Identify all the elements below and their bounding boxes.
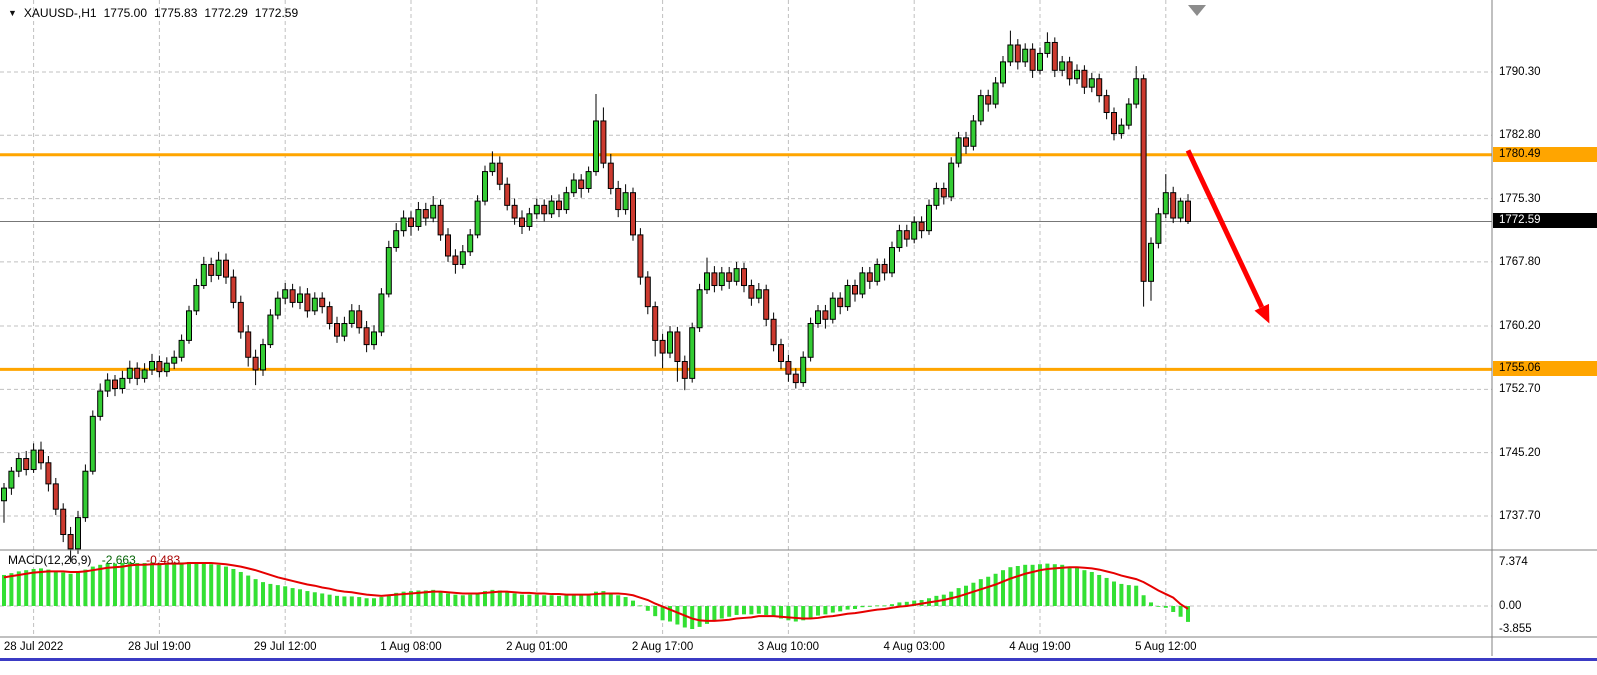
chart-shift-marker[interactable] [1188, 5, 1206, 16]
macd-axis-label: -3.855 [1499, 623, 1532, 635]
macd-indicator-label: MACD(12,26,9) -2.663 -0.483 [8, 553, 180, 567]
time-axis-label: 2 Aug 01:00 [506, 641, 568, 653]
time-axis-label: 3 Aug 10:00 [757, 641, 820, 653]
macd-main-value: -2.663 [101, 553, 136, 567]
time-axis-label: 4 Aug 03:00 [883, 641, 945, 653]
symbol-timeframe: XAUUSD-,H1 [23, 6, 97, 20]
window-bottom-border [0, 658, 1597, 661]
time-axis-label: 28 Jul 19:00 [128, 641, 191, 653]
current-price-tag: 1772.59 [1493, 213, 1597, 229]
pane-separators[interactable] [0, 0, 1597, 656]
candles[interactable] [1, 30, 1191, 563]
macd-axis-label: 0.00 [1499, 600, 1522, 612]
macd-name: MACD(12,26,9) [8, 553, 92, 567]
time-axis-label: 1 Aug 08:00 [380, 641, 442, 653]
ohlc-close: 1772.59 [254, 6, 299, 20]
price-axis-label: 1767.80 [1499, 255, 1541, 268]
time-axis-label: 4 Aug 19:00 [1009, 641, 1071, 653]
symbol-dropdown-icon[interactable]: ▼ [8, 8, 17, 18]
price-axis-label: 1775.30 [1499, 192, 1541, 205]
time-axis-label: 2 Aug 17:00 [631, 641, 694, 653]
price-axis-label: 1745.20 [1499, 446, 1541, 459]
ohlc-open: 1775.00 [103, 6, 147, 20]
time-axis-label: 5 Aug 12:00 [1135, 641, 1197, 653]
price-axis-label: 1782.80 [1499, 129, 1541, 142]
macd-signal-value: -0.483 [146, 553, 181, 567]
price-axis-label: 1760.20 [1499, 320, 1541, 333]
price-axis-label: 1737.70 [1499, 509, 1541, 522]
price-axis-label: 1752.70 [1499, 383, 1541, 396]
symbol-ohlc-readout: ▼ XAUUSD-,H1 1775.00 1775.83 1772.29 177… [8, 6, 298, 20]
ohlc-low: 1772.29 [204, 6, 248, 20]
ohlc-high: 1775.83 [154, 6, 198, 20]
support-price-tag: 1755.06 [1493, 361, 1597, 377]
resistance-price-tag: 1780.49 [1493, 146, 1597, 162]
time-axis-label: 29 Jul 12:00 [253, 641, 317, 653]
macd-histogram [2, 561, 1190, 630]
time-axis-label: 28 Jul 2022 [3, 641, 64, 653]
trend-arrow[interactable] [1185, 149, 1270, 324]
macd-axis-label: 7.374 [1499, 555, 1528, 568]
macd-signal-line [3, 562, 1189, 622]
price-axis-label: 1790.30 [1499, 66, 1541, 78]
